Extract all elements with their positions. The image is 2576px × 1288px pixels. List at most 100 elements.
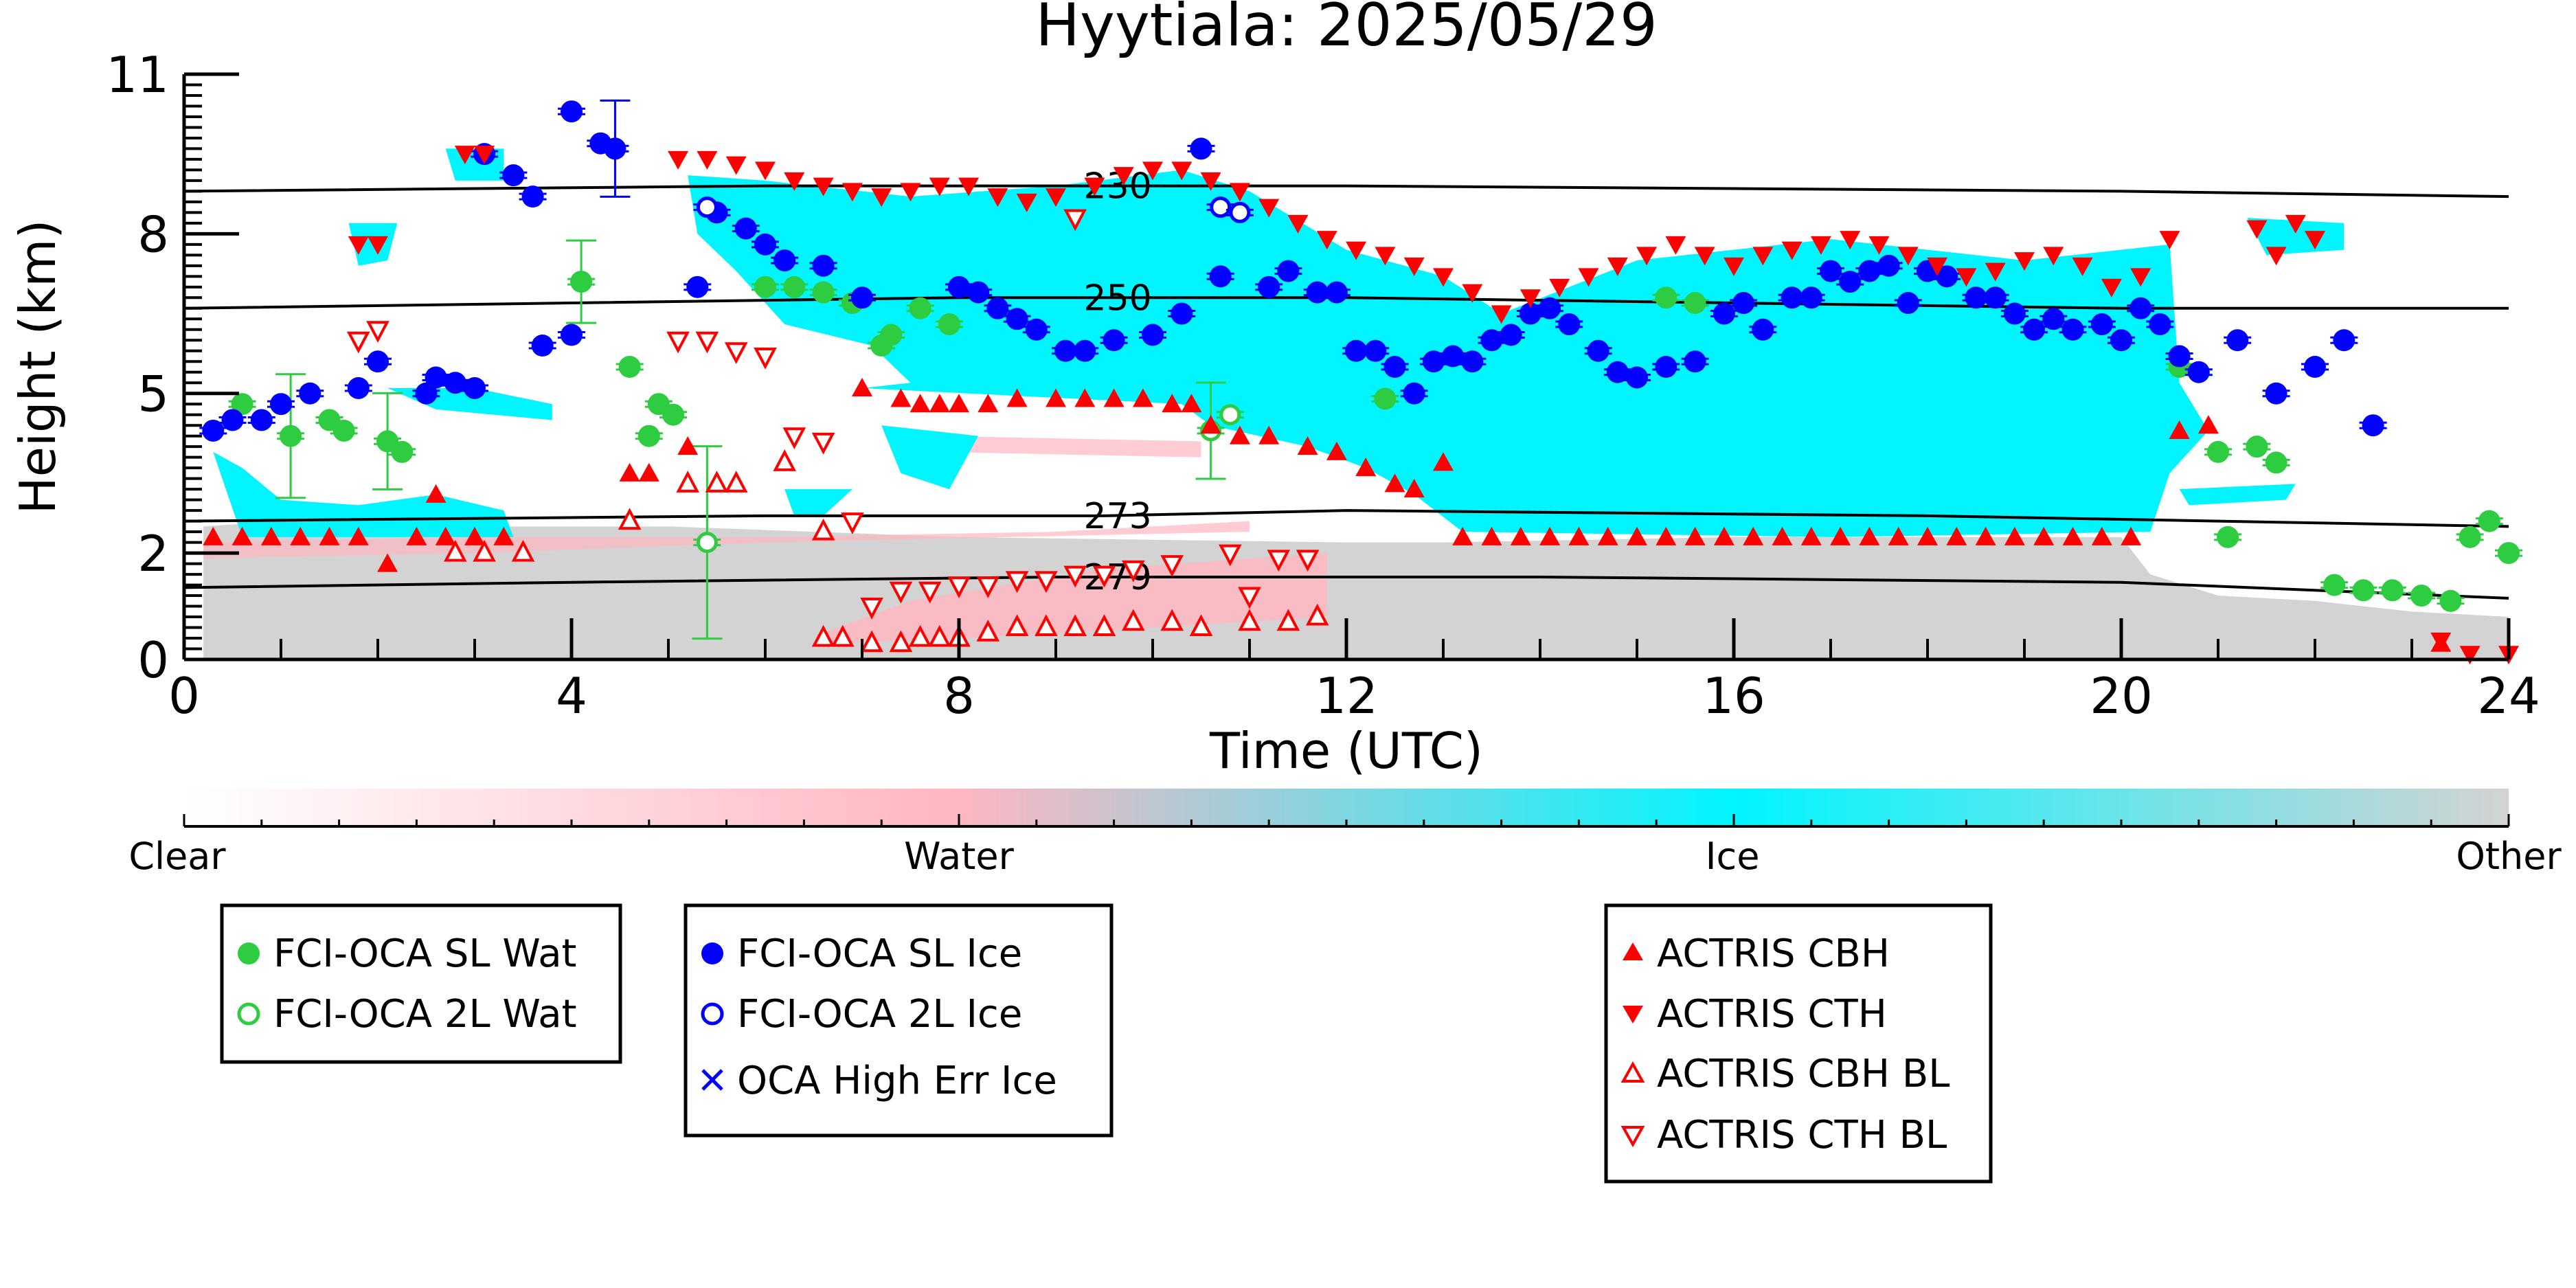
actris-cth-point xyxy=(1549,278,1570,297)
actris-cth-bl-point xyxy=(1121,560,1145,583)
actris-cth-bl-point xyxy=(724,342,748,365)
actris-cbh-point xyxy=(978,394,999,413)
fci-oca-sl-wat-point xyxy=(2381,579,2404,602)
fci-oca-sl-wat-point xyxy=(332,419,355,442)
fci-oca-sl-wat-point xyxy=(938,313,960,336)
x-tick-label: 0 xyxy=(168,667,200,725)
actris-cbh-point xyxy=(1132,388,1153,407)
isotherm-279 xyxy=(184,575,2509,600)
actris-cth-bl-point xyxy=(1005,571,1029,594)
actris-cth-point xyxy=(2285,214,2306,234)
fci-oca-sl-wat-point xyxy=(618,356,641,378)
actris-cth-point xyxy=(1897,247,1919,266)
ice-region xyxy=(784,489,852,516)
fci-oca-sl-ice-point xyxy=(1752,318,1774,341)
fci-oca-sl-ice-point xyxy=(1936,265,1958,288)
actris-cbh-point xyxy=(909,394,931,413)
legend-label-2l-ice: FCI-OCA 2L Ice xyxy=(737,992,1022,1037)
actris-cth-point xyxy=(2159,231,2180,250)
fci-oca-sl-ice-point xyxy=(1345,339,1368,362)
actris-cth-bl-point xyxy=(976,576,1000,598)
actris-cbh-bl-point xyxy=(908,624,932,647)
fci-oca-sl-ice-point xyxy=(1025,318,1048,341)
actris-cth-point xyxy=(1171,161,1193,181)
fci-oca-sl-ice-point xyxy=(1820,260,1842,282)
actris-cth-point xyxy=(1142,161,1163,181)
y-tick-label: 2 xyxy=(137,525,169,583)
fci-oca-sl-wat-point xyxy=(1655,286,1677,309)
actris-cbh-bl-point xyxy=(831,624,855,647)
fci-oca-sl-ice-point xyxy=(851,286,873,309)
actris-cbh-point xyxy=(1830,526,1851,545)
fci-oca-sl-ice-point xyxy=(754,233,776,256)
fci-oca-sl-ice-point xyxy=(1839,271,1862,293)
fci-oca-sl-ice-point xyxy=(561,100,583,123)
fci-oca-sl-ice-point xyxy=(967,281,990,304)
actris-cbh-point xyxy=(890,388,912,407)
actris-cbh-point xyxy=(348,526,369,545)
legend-actris: ACTRIS CBH ACTRIS CTH ACTRIS CBH BL ACTR… xyxy=(1604,903,1993,1184)
actris-cbh-bl-point xyxy=(1238,609,1261,631)
isotherm-lines xyxy=(184,184,2509,600)
fci-oca-sl-ice-point xyxy=(1403,382,1425,405)
fci-oca-2l-ice-point xyxy=(1229,201,1251,223)
fci-oca-sl-wat-point xyxy=(231,393,253,416)
colorbar-label-ice: Ice xyxy=(1706,835,1760,878)
actris-cbh-point xyxy=(1200,415,1221,434)
actris-cth-point xyxy=(2072,257,2093,276)
fci-oca-sl-ice-point xyxy=(1461,350,1484,373)
fci-oca-sl-wat-point xyxy=(280,425,302,447)
actris-cth-point xyxy=(1403,257,1425,276)
legend-label-sl-wat: FCI-OCA SL Wat xyxy=(273,931,577,976)
fci-oca-sl-wat-point xyxy=(2478,510,2500,532)
actris-cbh-bl-point xyxy=(773,449,797,471)
fci-oca-sl-wat-point xyxy=(662,403,685,426)
fci-oca-sl-ice-point xyxy=(1732,292,1755,315)
actris-cbh-point xyxy=(1800,526,1822,545)
actris-cth-bl-point xyxy=(841,512,864,534)
fci-oca-sl-ice-point xyxy=(531,335,554,357)
actris-cbh-point xyxy=(677,436,699,455)
actris-cth-point xyxy=(2043,247,2064,266)
fci-oca-sl-ice-point xyxy=(2265,382,2287,405)
actris-cbh-point xyxy=(1859,526,1880,545)
fci-oca-sl-ice-point xyxy=(2226,329,2249,352)
fci-oca-sl-ice-point xyxy=(2168,345,2191,368)
fci-oca-sl-wat-point xyxy=(2265,451,2287,474)
actris-cbh-point xyxy=(1946,526,1967,545)
actris-cth-point xyxy=(1927,257,1948,276)
actris-cth-bl-point xyxy=(1267,550,1291,572)
isotherm-250 xyxy=(184,296,2509,310)
fci-oca-sl-ice-point xyxy=(367,350,389,373)
actris-cbh-bl-point xyxy=(1005,614,1029,637)
actris-cbh-point xyxy=(2121,526,2142,545)
actris-cbh-point xyxy=(1046,388,1066,407)
actris-cbh-bl-point xyxy=(889,630,913,653)
actris-cbh-point xyxy=(1229,425,1250,444)
actris-cbh-bl-point xyxy=(443,539,467,562)
actris-cth-point xyxy=(1287,214,1309,234)
actris-cbh-point xyxy=(435,526,456,545)
fci-oca-sl-ice-point xyxy=(2149,313,2171,336)
actris-cbh-point xyxy=(1297,436,1318,455)
actris-cbh-point xyxy=(1181,394,1202,413)
fci-oca-sl-wat-point xyxy=(1374,387,1397,410)
actris-cth-point xyxy=(1607,257,1628,276)
actris-cth-bl-point xyxy=(1218,544,1242,567)
actris-cbh-point xyxy=(2004,526,2025,545)
x-tick-label: 8 xyxy=(943,667,975,725)
ice-region xyxy=(2247,218,2345,256)
actris-cbh-point xyxy=(1006,388,1028,407)
actris-cbh-point xyxy=(1568,526,1590,545)
actris-cth-bl-point xyxy=(1238,587,1261,609)
actris-cth-point xyxy=(1462,284,1483,303)
fci-oca-sl-wat-point xyxy=(880,324,903,346)
actris-cth-point xyxy=(1346,241,1367,260)
actris-cth-point xyxy=(755,161,776,181)
actris-cbh-bl-point xyxy=(1305,603,1329,626)
actris-cth-bl-point xyxy=(695,331,719,354)
actris-cth-point xyxy=(871,188,892,207)
fci-oca-sl-wat-point xyxy=(2439,589,2462,612)
actris-cbh-point xyxy=(2197,415,2219,434)
fci-oca-sl-ice-point xyxy=(2304,356,2326,378)
